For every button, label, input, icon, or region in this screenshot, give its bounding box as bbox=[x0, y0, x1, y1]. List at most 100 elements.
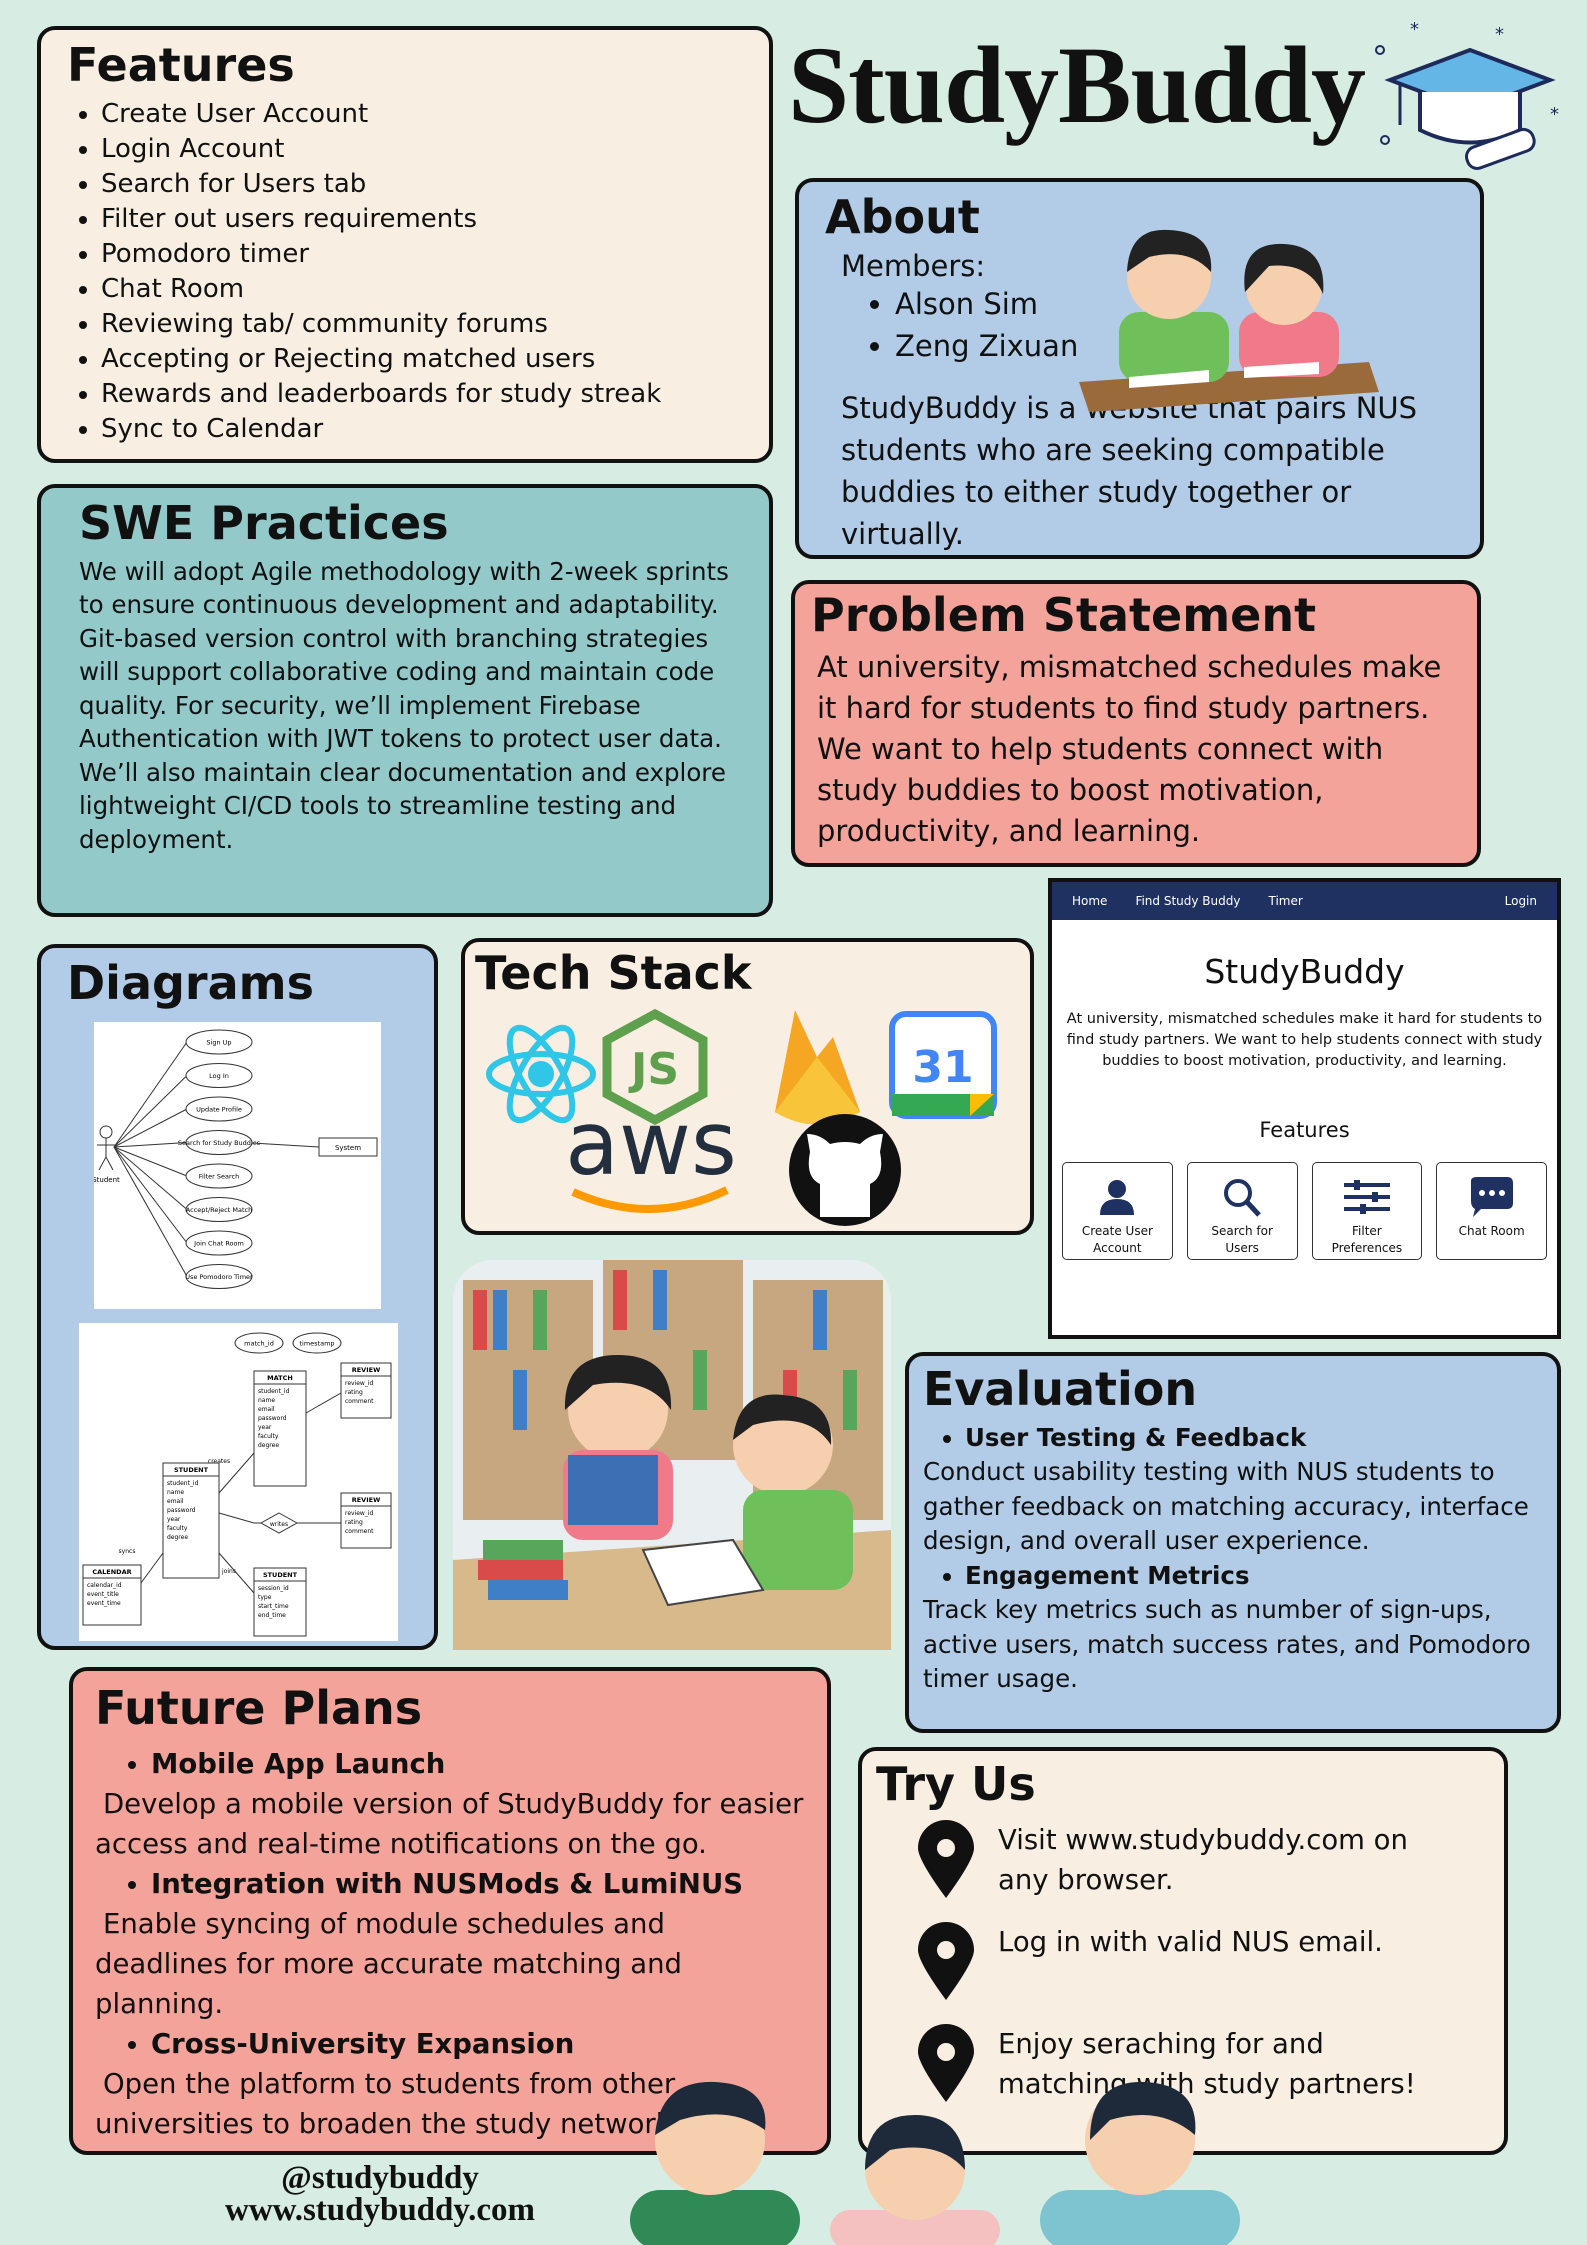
feature-item: Chat Room bbox=[101, 272, 743, 307]
webapp-title: StudyBuddy bbox=[1204, 952, 1405, 991]
er-field: degree bbox=[258, 1442, 279, 1449]
use-case-label: Log In bbox=[209, 1072, 229, 1080]
er-attribute-label: timestamp bbox=[299, 1340, 334, 1348]
er-field: name bbox=[258, 1397, 275, 1404]
swe-body: We will adopt Agile methodology with 2-w… bbox=[79, 556, 729, 854]
use-case-ellipse bbox=[185, 1063, 253, 1088]
evaluation-item-title: Engagement Metrics bbox=[965, 1559, 1543, 1594]
swe-heading: SWE Practices bbox=[79, 496, 449, 550]
webapp-tagline: At university, mismatched schedules make… bbox=[1066, 1011, 1543, 1069]
js-logo-text: JS bbox=[628, 1044, 679, 1095]
future-item-title: Mobile App Launch bbox=[151, 1744, 805, 1784]
use-case-label: Join Chat Room bbox=[193, 1240, 244, 1248]
members-list: Alson SimZeng Zixuan bbox=[825, 283, 1454, 367]
footer-url: www.studybuddy.com bbox=[225, 2192, 535, 2228]
er-field: student_id bbox=[167, 1480, 199, 1487]
use-case-link bbox=[113, 1108, 188, 1148]
graduation-cap-icon: * * * bbox=[1375, 20, 1559, 170]
card-icon bbox=[1100, 1180, 1135, 1215]
try-us-heading: Try Us bbox=[876, 1757, 1036, 1811]
use-case-label: Accept/Reject Match bbox=[186, 1206, 252, 1214]
step-text: Enjoy seraching for and matching with st… bbox=[998, 2027, 1416, 2100]
card-label: Chat Room bbox=[1458, 1224, 1525, 1238]
step-row: Log in with valid NUS email. bbox=[916, 1921, 1490, 2002]
nav-login: Login bbox=[1504, 894, 1537, 908]
er-relation-label: syncs bbox=[119, 1548, 136, 1555]
feature-card: Search for Users bbox=[1186, 1162, 1298, 1260]
use-case-ellipse bbox=[185, 1029, 253, 1055]
use-case-link bbox=[113, 1142, 188, 1148]
er-field: start_time bbox=[258, 1603, 289, 1610]
use-case-ellipse bbox=[185, 1130, 253, 1155]
er-field: comment bbox=[345, 1398, 374, 1405]
er-field: event_time bbox=[87, 1600, 121, 1607]
actor-head bbox=[99, 1125, 113, 1139]
er-relation-label: writes bbox=[270, 1521, 288, 1528]
use-case-label: Update Profile bbox=[196, 1106, 242, 1114]
er-field: password bbox=[258, 1415, 287, 1422]
er-field: name bbox=[167, 1489, 184, 1496]
er-field: session_id bbox=[258, 1585, 289, 1592]
step-row: Visit www.studybuddy.com on any browser. bbox=[916, 1819, 1490, 1900]
step-text: Log in with valid NUS email. bbox=[998, 1925, 1383, 1958]
er-field: review_id bbox=[345, 1510, 374, 1517]
er-field: faculty bbox=[167, 1525, 188, 1532]
use-case-ellipse bbox=[185, 1264, 253, 1289]
future-item-body: Enable syncing of module schedules and d… bbox=[95, 1907, 683, 2020]
card-label: Filter Preferences bbox=[1331, 1224, 1403, 1255]
feature-card: Chat Room bbox=[1436, 1162, 1547, 1260]
use-case-link bbox=[113, 1041, 188, 1148]
diagrams-heading: Diagrams bbox=[67, 956, 314, 1010]
use-case-ellipse bbox=[185, 1163, 253, 1189]
problem-panel: Problem Statement At university, mismatc… bbox=[791, 580, 1481, 867]
er-entity bbox=[162, 1462, 220, 1579]
er-field: rating bbox=[345, 1519, 363, 1526]
about-panel: About Members: Alson SimZeng Zixuan Stud… bbox=[795, 178, 1484, 559]
tech-heading: Tech Stack bbox=[475, 946, 752, 1000]
feature-item: Sync to Calendar bbox=[101, 412, 743, 447]
er-field: degree bbox=[167, 1534, 188, 1541]
er-entity-name: REVIEW bbox=[352, 1366, 381, 1374]
step-row: Enjoy seraching for and matching with st… bbox=[916, 2023, 1490, 2104]
future-heading: Future Plans bbox=[95, 1681, 423, 1735]
er-relation-label: creates bbox=[208, 1458, 230, 1465]
tech-panel: Tech Stack JS 31 aws bbox=[461, 938, 1034, 1235]
er-entity-name: REVIEW bbox=[352, 1496, 381, 1504]
er-attribute bbox=[234, 1332, 284, 1354]
about-description: StudyBuddy is a website that pairs NUS s… bbox=[841, 390, 1418, 551]
try-us-panel: Try Us Visit www.studybuddy.com on any b… bbox=[858, 1747, 1508, 2155]
feature-item: Reviewing tab/ community forums bbox=[101, 307, 743, 342]
students-illustration bbox=[1079, 229, 1379, 412]
calendar-logo-text: 31 bbox=[912, 1042, 973, 1093]
members-label: Members: bbox=[841, 248, 986, 283]
tech-logos: JS 31 aws bbox=[486, 1008, 997, 1226]
er-diagram: match_id timestamp creates writes syncs joins… bbox=[79, 1323, 398, 1641]
people-illustration bbox=[630, 2081, 1240, 2245]
er-field: comment bbox=[345, 1528, 374, 1535]
evaluation-item-body: Conduct usability testing with NUS stude… bbox=[923, 1457, 1529, 1556]
swe-panel: SWE Practices We will adopt Agile method… bbox=[37, 484, 773, 917]
svg-text:*: * bbox=[1550, 104, 1559, 125]
about-heading: About bbox=[825, 190, 980, 244]
feature-card: Create User Account bbox=[1062, 1162, 1173, 1260]
evaluation-heading: Evaluation bbox=[923, 1362, 1198, 1416]
location-pin bbox=[918, 1819, 974, 1898]
feature-item: Create User Account bbox=[101, 97, 743, 132]
er-entity bbox=[253, 1567, 307, 1637]
use-case-ellipse bbox=[185, 1197, 253, 1222]
er-entity bbox=[340, 1492, 392, 1549]
er-entity-name: CALENDAR bbox=[92, 1568, 131, 1576]
features-heading: Features bbox=[67, 38, 295, 92]
er-field: password bbox=[167, 1507, 196, 1514]
er-field: event_title bbox=[87, 1591, 119, 1598]
er-field: email bbox=[258, 1406, 275, 1413]
system-link bbox=[251, 1142, 320, 1148]
actor-body bbox=[97, 1138, 115, 1171]
webapp-screenshot: Home Find Study Buddy Timer Login StudyBud… bbox=[1048, 878, 1561, 1339]
diagrams-panel: Diagrams Student System Sign Up Log In Updat… bbox=[37, 944, 438, 1650]
evaluation-panel: Evaluation User Testing & FeedbackConduc… bbox=[905, 1352, 1561, 1733]
er-field: rating bbox=[345, 1389, 363, 1396]
